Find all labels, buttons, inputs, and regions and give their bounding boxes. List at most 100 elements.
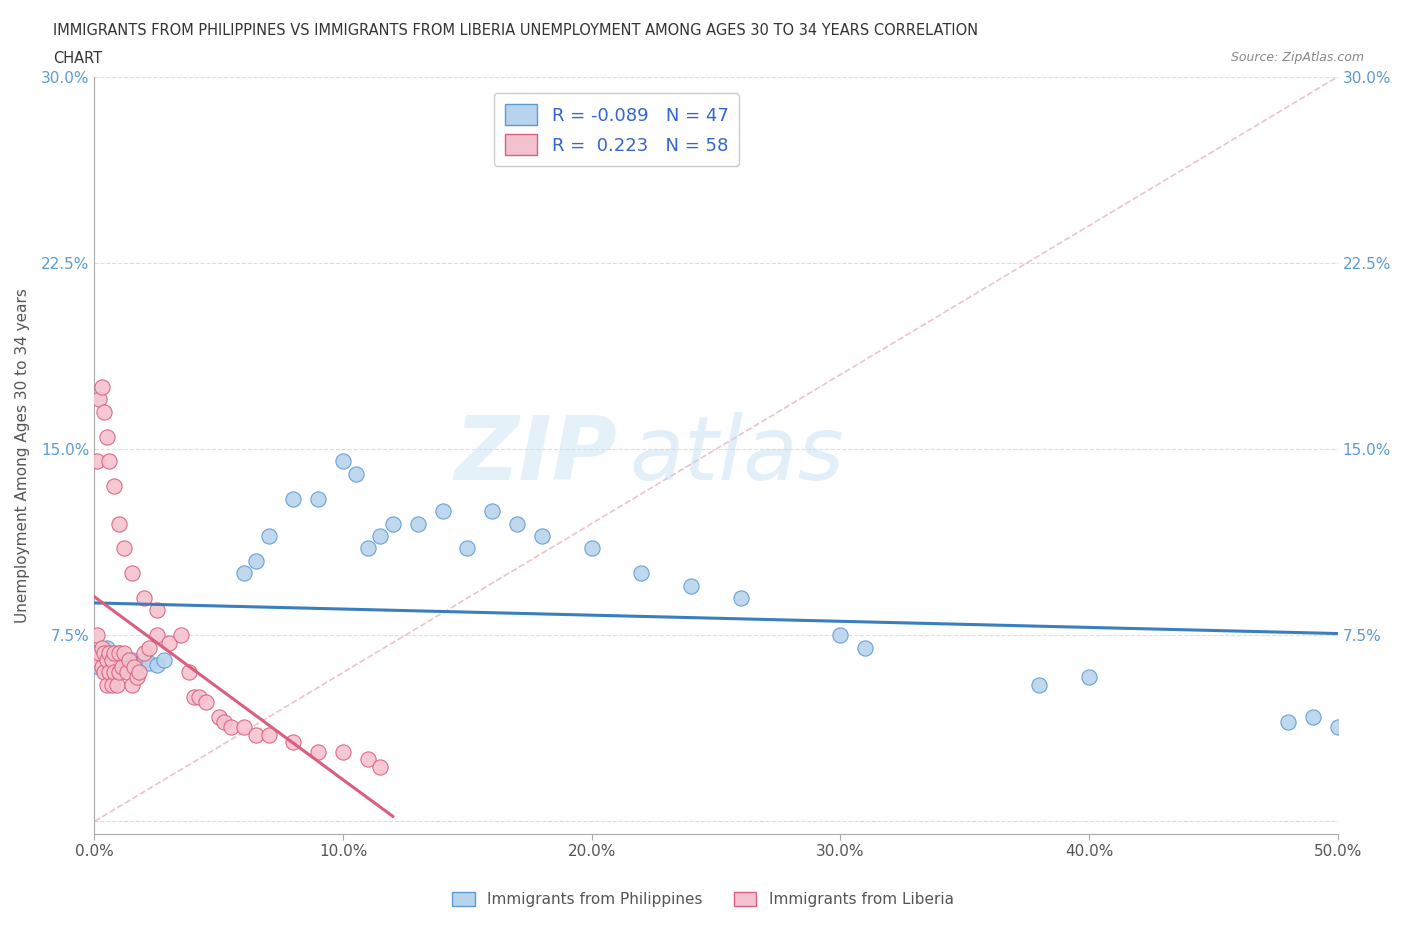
Point xyxy=(90,640,112,655)
Point xyxy=(830,628,852,643)
Point xyxy=(93,645,115,660)
Legend: R = -0.089   N = 47, R =  0.223   N = 58: R = -0.089 N = 47, R = 0.223 N = 58 xyxy=(494,93,740,166)
Point xyxy=(105,655,128,670)
Point xyxy=(1028,677,1050,692)
Point xyxy=(103,479,125,494)
Point xyxy=(86,628,108,643)
Point xyxy=(232,565,254,580)
Point xyxy=(177,665,200,680)
Point xyxy=(357,751,380,766)
Point xyxy=(96,653,118,668)
Point xyxy=(145,628,167,643)
Point xyxy=(1078,670,1101,684)
Point xyxy=(89,653,111,668)
Point xyxy=(153,653,176,668)
Point xyxy=(115,658,138,672)
Point xyxy=(307,744,329,759)
Point xyxy=(1326,720,1348,735)
Point xyxy=(630,565,652,580)
Point xyxy=(89,392,111,407)
Point xyxy=(125,670,148,684)
Point xyxy=(118,653,141,668)
Point xyxy=(232,720,254,735)
Point xyxy=(128,655,150,670)
Point xyxy=(245,553,267,568)
Point xyxy=(506,516,529,531)
Point xyxy=(208,710,231,724)
Point xyxy=(332,744,354,759)
Point xyxy=(157,635,180,650)
Y-axis label: Unemployment Among Ages 30 to 34 years: Unemployment Among Ages 30 to 34 years xyxy=(15,288,30,623)
Text: IMMIGRANTS FROM PHILIPPINES VS IMMIGRANTS FROM LIBERIA UNEMPLOYMENT AMONG AGES 3: IMMIGRANTS FROM PHILIPPINES VS IMMIGRANT… xyxy=(53,23,979,38)
Point xyxy=(90,653,112,668)
Point xyxy=(108,645,131,660)
Point xyxy=(283,491,305,506)
Text: Source: ZipAtlas.com: Source: ZipAtlas.com xyxy=(1230,51,1364,64)
Point xyxy=(219,720,242,735)
Point xyxy=(406,516,429,531)
Point xyxy=(138,640,160,655)
Point xyxy=(187,690,209,705)
Point xyxy=(257,727,280,742)
Point xyxy=(86,645,108,660)
Point xyxy=(98,653,121,668)
Point xyxy=(245,727,267,742)
Text: atlas: atlas xyxy=(628,412,844,498)
Point xyxy=(307,491,329,506)
Point xyxy=(122,658,145,672)
Point xyxy=(103,645,125,660)
Point xyxy=(90,379,112,394)
Point xyxy=(283,735,305,750)
Point xyxy=(105,677,128,692)
Legend: Immigrants from Philippines, Immigrants from Liberia: Immigrants from Philippines, Immigrants … xyxy=(446,885,960,913)
Point xyxy=(456,541,478,556)
Point xyxy=(111,660,134,675)
Point xyxy=(530,528,553,543)
Point xyxy=(432,504,454,519)
Point xyxy=(93,405,115,419)
Point xyxy=(101,653,124,668)
Point xyxy=(134,653,156,668)
Point xyxy=(96,430,118,445)
Point xyxy=(121,565,143,580)
Point xyxy=(122,660,145,675)
Point xyxy=(103,650,125,665)
Point xyxy=(195,695,218,710)
Point xyxy=(108,665,131,680)
Point xyxy=(344,467,367,482)
Point xyxy=(170,628,193,643)
Point xyxy=(332,454,354,469)
Point xyxy=(370,759,392,774)
Point xyxy=(103,665,125,680)
Text: ZIP: ZIP xyxy=(454,412,617,498)
Point xyxy=(128,665,150,680)
Point xyxy=(115,665,138,680)
Point xyxy=(89,645,111,660)
Point xyxy=(212,714,235,729)
Point xyxy=(93,665,115,680)
Point xyxy=(98,454,121,469)
Point xyxy=(112,541,135,556)
Point xyxy=(98,665,121,680)
Point xyxy=(481,504,503,519)
Point xyxy=(98,645,121,660)
Point xyxy=(138,655,160,670)
Point xyxy=(121,653,143,668)
Point xyxy=(145,658,167,672)
Point xyxy=(118,660,141,675)
Point xyxy=(581,541,603,556)
Point xyxy=(381,516,404,531)
Point xyxy=(90,660,112,675)
Point xyxy=(681,578,703,593)
Point xyxy=(86,454,108,469)
Point xyxy=(145,603,167,618)
Point xyxy=(134,645,156,660)
Point xyxy=(134,591,156,605)
Point xyxy=(108,516,131,531)
Point xyxy=(370,528,392,543)
Point xyxy=(1302,710,1324,724)
Point xyxy=(1277,714,1299,729)
Point xyxy=(89,660,111,675)
Point xyxy=(96,677,118,692)
Point xyxy=(101,677,124,692)
